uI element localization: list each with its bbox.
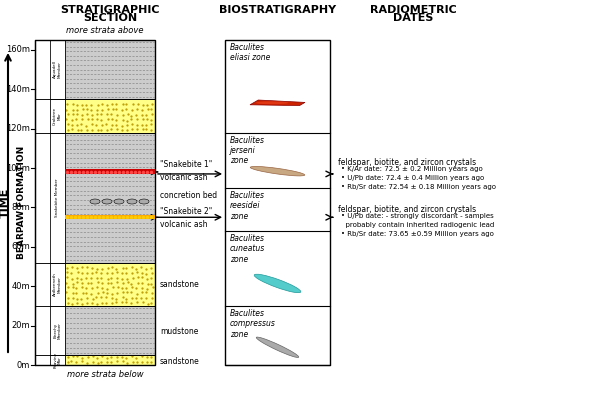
Bar [50,40,65,99]
Text: Baculites
cuneatus
zone: Baculites cuneatus zone [230,234,265,264]
Ellipse shape [256,337,299,357]
Text: 120m: 120m [6,124,30,133]
Text: • Rb/Sr date: 72.54 ± 0.18 Million years ago: • Rb/Sr date: 72.54 ± 0.18 Million years… [341,184,496,190]
Text: feldspar, biotite, and zircon crystals: feldspar, biotite, and zircon crystals [338,205,476,214]
Text: SECTION: SECTION [83,13,137,23]
Text: • U/Pb date: - strongly discordant - samples: • U/Pb date: - strongly discordant - sam… [341,213,494,219]
Text: 100m: 100m [6,164,30,173]
Bar [50,133,65,263]
Text: feldspar, biotite, and zircon crystals: feldspar, biotite, and zircon crystals [338,158,476,167]
Bar [65,263,155,306]
Text: Baculites
jerseni
zone: Baculites jerseni zone [230,135,265,166]
Ellipse shape [102,199,112,204]
Ellipse shape [256,102,289,104]
Text: 140m: 140m [6,85,30,94]
Text: "Snakebite 2": "Snakebite 2" [160,207,212,216]
Text: DATES: DATES [393,13,433,23]
Text: concretion bed: concretion bed [160,190,217,199]
Bar [65,40,155,99]
Text: more strata below: more strata below [66,370,143,379]
Bar [65,355,155,365]
Polygon shape [250,100,305,105]
Ellipse shape [139,199,149,204]
Text: 60m: 60m [11,242,30,251]
Ellipse shape [90,199,100,204]
Bar [65,306,155,355]
Text: 40m: 40m [11,282,30,291]
Bar [35,40,155,365]
Bar [50,306,65,355]
Text: Snakebite Member: Snakebite Member [56,178,59,217]
Bar [65,169,155,175]
Text: 160m: 160m [6,45,30,55]
Text: Aquadell
Member: Aquadell Member [53,60,62,79]
Text: Baculites
eliasi zone: Baculites eliasi zone [230,43,270,62]
Ellipse shape [250,166,305,176]
Text: 20m: 20m [11,321,30,330]
Bar [50,263,65,306]
Text: sandstone: sandstone [160,357,199,365]
Text: RADIOMETRIC: RADIOMETRIC [370,5,456,15]
Text: sandstone: sandstone [160,280,199,289]
Text: 80m: 80m [11,203,30,212]
Bar [65,215,155,219]
Text: probably contain inherited radiogenic lead: probably contain inherited radiogenic le… [341,222,494,228]
Text: volcanic ash: volcanic ash [160,220,207,229]
Text: mudstone: mudstone [160,327,198,336]
Text: Ardkenneth
Member: Ardkenneth Member [53,272,62,296]
Text: Peavine
Mbr: Peavine Mbr [53,352,62,368]
Text: Beechy
Member: Beechy Member [53,322,62,339]
Text: • U/Pb date: 72.4 ± 0.4 Million years ago: • U/Pb date: 72.4 ± 0.4 Million years ag… [341,175,484,181]
Text: "Snakebite 1": "Snakebite 1" [160,160,212,169]
Text: • K/Ar date: 72.5 ± 0.2 Million years ago: • K/Ar date: 72.5 ± 0.2 Million years ag… [341,166,483,172]
Bar [50,99,65,133]
Text: Crabtree
Mbr: Crabtree Mbr [53,107,62,125]
Bar [65,99,155,133]
Text: BEARPAW FORMATION: BEARPAW FORMATION [17,146,26,259]
Ellipse shape [114,199,124,204]
Text: TIME: TIME [0,187,10,218]
Text: more strata above: more strata above [66,26,144,35]
Text: Baculites
reesidei
zone: Baculites reesidei zone [230,191,265,220]
Text: • Rb/Sr date: 73.65 ±0.59 Million years ago: • Rb/Sr date: 73.65 ±0.59 Million years … [341,231,494,237]
Bar [50,355,65,365]
Bar [65,133,155,263]
Ellipse shape [254,274,301,293]
Bar [225,40,330,365]
Text: STRATIGRAPHIC: STRATIGRAPHIC [60,5,160,15]
Text: Baculites
compressus
zone: Baculites compressus zone [230,309,276,339]
Ellipse shape [127,199,137,204]
Text: BIOSTRATIGRAPHY: BIOSTRATIGRAPHY [219,5,336,15]
Text: volcanic ash: volcanic ash [160,173,207,182]
Text: 0m: 0m [17,361,30,369]
